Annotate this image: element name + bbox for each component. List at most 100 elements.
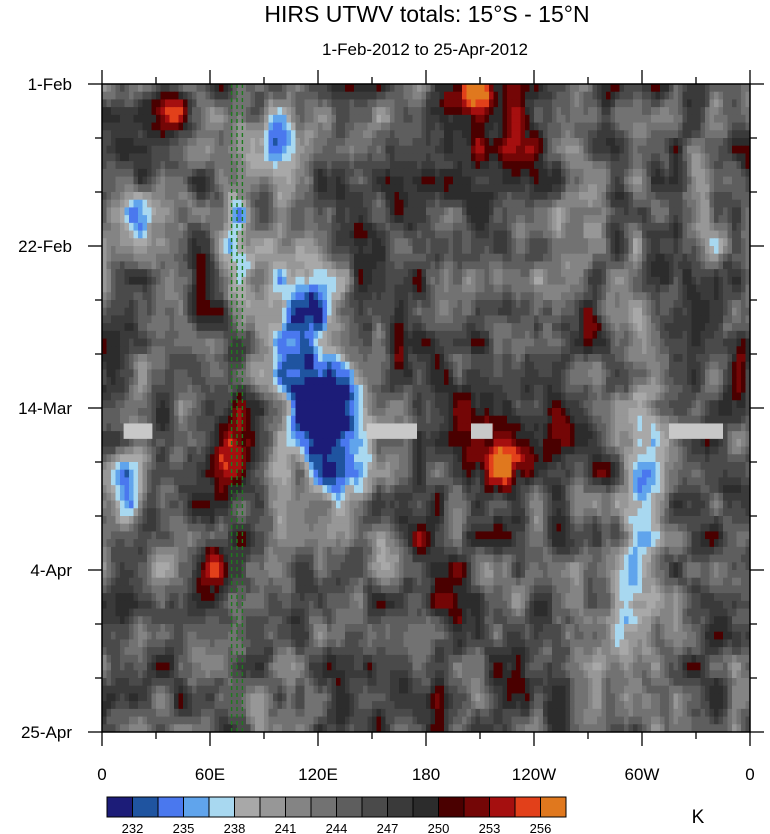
heatmap-cell	[606, 246, 612, 255]
heatmap-cell	[214, 184, 220, 193]
heatmap-cell	[160, 207, 166, 216]
heatmap-cell	[232, 84, 238, 93]
heatmap-cell	[520, 161, 526, 170]
heatmap-cell	[313, 276, 319, 286]
heatmap-cell	[102, 246, 108, 255]
heatmap-cell	[637, 222, 643, 232]
heatmap-cell	[718, 253, 724, 263]
heatmap-cell	[475, 315, 481, 324]
heatmap-cell	[223, 91, 229, 101]
heatmap-cell	[646, 168, 652, 178]
heatmap-cell	[471, 91, 477, 101]
heatmap-cell	[385, 153, 391, 162]
heatmap-cell	[502, 199, 508, 209]
heatmap-cell	[214, 238, 220, 247]
heatmap-cell	[700, 300, 706, 309]
heatmap-cell	[565, 114, 571, 124]
heatmap-cell	[178, 107, 184, 116]
heatmap-cell	[673, 91, 679, 101]
heatmap-cell	[120, 161, 126, 170]
heatmap-cell	[250, 84, 256, 93]
heatmap-cell	[655, 176, 661, 185]
heatmap-cell	[246, 338, 252, 347]
heatmap-cell	[606, 276, 612, 286]
heatmap-cell	[538, 323, 544, 332]
heatmap-cell	[579, 138, 585, 147]
heatmap-cell	[282, 238, 288, 247]
heatmap-cell	[385, 238, 391, 247]
heatmap-cell	[610, 153, 616, 162]
heatmap-cell	[192, 269, 198, 278]
heatmap-cell	[606, 168, 612, 178]
heatmap-cell	[228, 230, 234, 239]
heatmap-cell	[259, 84, 265, 93]
heatmap-cell	[318, 168, 324, 178]
heatmap-cell	[196, 138, 202, 147]
heatmap-cell	[727, 307, 733, 317]
heatmap-cell	[318, 276, 324, 286]
heatmap-cell	[484, 300, 490, 309]
heatmap-cell	[210, 230, 216, 239]
heatmap-cell	[732, 122, 738, 131]
heatmap-cell	[538, 107, 544, 116]
heatmap-cell	[331, 269, 337, 278]
heatmap-cell	[471, 253, 477, 263]
heatmap-cell	[291, 122, 297, 131]
heatmap-cell	[457, 138, 463, 147]
heatmap-cell	[547, 253, 553, 263]
heatmap-cell	[196, 130, 202, 139]
heatmap-cell	[115, 323, 121, 332]
heatmap-cell	[147, 199, 153, 209]
heatmap-cell	[385, 253, 391, 263]
heatmap-cell	[561, 145, 567, 155]
heatmap-cell	[205, 222, 211, 232]
heatmap-cell	[304, 269, 310, 278]
heatmap-cell	[561, 192, 567, 201]
heatmap-cell	[628, 114, 634, 124]
heatmap-cell	[403, 107, 409, 116]
heatmap-cell	[129, 238, 135, 247]
heatmap-cell	[318, 114, 324, 124]
heatmap-cell	[642, 230, 648, 239]
heatmap-cell	[466, 253, 472, 263]
heatmap-cell	[624, 222, 630, 232]
heatmap-cell	[178, 246, 184, 255]
heatmap-cell	[412, 153, 418, 162]
heatmap-cell	[277, 84, 283, 93]
heatmap-cell	[331, 261, 337, 270]
heatmap-cell	[651, 253, 657, 263]
heatmap-cell	[255, 292, 261, 301]
heatmap-cell	[547, 307, 553, 317]
heatmap-cell	[381, 199, 387, 209]
heatmap-cell	[484, 91, 490, 101]
heatmap-cell	[385, 330, 391, 340]
heatmap-cell	[115, 130, 121, 139]
heatmap-cell	[250, 346, 256, 355]
heatmap-cell	[511, 315, 517, 324]
heatmap-cell	[318, 192, 324, 201]
heatmap-cell	[727, 99, 733, 108]
heatmap-cell	[718, 161, 724, 170]
heatmap-cell	[111, 292, 117, 301]
heatmap-cell	[556, 153, 562, 162]
heatmap-cell	[358, 84, 364, 93]
heatmap-cell	[507, 114, 513, 124]
heatmap-cell	[732, 292, 738, 301]
heatmap-cell	[736, 138, 742, 147]
heatmap-cell	[142, 269, 148, 278]
heatmap-cell	[583, 292, 589, 301]
heatmap-cell	[264, 161, 270, 170]
heatmap-cell	[534, 168, 540, 178]
heatmap-cell	[399, 261, 405, 270]
heatmap-cell	[637, 192, 643, 201]
heatmap-cell	[120, 346, 126, 355]
heatmap-cell	[223, 176, 229, 185]
heatmap-cell	[516, 300, 522, 309]
heatmap-cell	[741, 107, 747, 116]
heatmap-cell	[138, 330, 144, 340]
heatmap-cell	[264, 99, 270, 108]
heatmap-cell	[120, 338, 126, 347]
heatmap-cell	[232, 323, 238, 332]
heatmap-cell	[394, 307, 400, 317]
heatmap-cell	[624, 138, 630, 147]
